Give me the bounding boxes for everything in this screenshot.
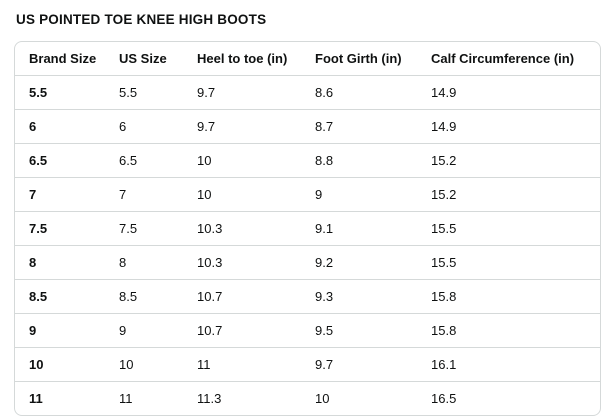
size-value-cell: 16.5 (431, 381, 600, 415)
size-value-cell: 9.5 (315, 313, 431, 348)
size-value-cell: 9.2 (315, 245, 431, 280)
size-value-cell: 9 (315, 177, 431, 212)
size-value-cell: 14.9 (431, 109, 600, 144)
brand-size-cell: 7 (15, 177, 119, 212)
size-value-cell: 9.7 (315, 347, 431, 382)
size-value-cell: 15.8 (431, 279, 600, 314)
size-chart-table-container: Brand Size US Size Heel to toe (in) Foot Gi… (14, 41, 601, 416)
size-value-cell: 10 (197, 177, 315, 212)
size-value-cell: 15.2 (431, 177, 600, 212)
brand-size-cell: 7.5 (15, 211, 119, 246)
table-row: 6.5 6.5 10 8.8 15.2 (15, 143, 600, 178)
brand-size-cell: 6 (15, 109, 119, 144)
size-value-cell: 9.7 (197, 75, 315, 110)
table-row: 8.5 8.5 10.7 9.3 15.8 (15, 279, 600, 314)
brand-size-cell: 8 (15, 245, 119, 280)
size-value-cell: 10.7 (197, 313, 315, 348)
size-value-cell: 6.5 (119, 143, 197, 178)
size-value-cell: 10.7 (197, 279, 315, 314)
table-row: 5.5 5.5 9.7 8.6 14.9 (15, 75, 600, 110)
size-value-cell: 14.9 (431, 75, 600, 110)
size-value-cell: 8.6 (315, 75, 431, 110)
size-value-cell: 11.3 (197, 381, 315, 415)
size-value-cell: 11 (119, 381, 197, 415)
column-header: Foot Girth (in) (315, 51, 402, 66)
table-header-row: Brand Size US Size Heel to toe (in) Foot Gi… (15, 42, 600, 76)
table-row: 6 6 9.7 8.7 14.9 (15, 109, 600, 144)
size-value-cell: 5.5 (119, 75, 197, 110)
table-row: 11 11 11.3 10 16.5 (15, 381, 600, 415)
brand-size-cell: 9 (15, 313, 119, 348)
page-title: US POINTED TOE KNEE HIGH BOOTS (16, 12, 267, 27)
size-value-cell: 8.7 (315, 109, 431, 144)
size-value-cell: 7.5 (119, 211, 197, 246)
column-header: Brand Size (29, 51, 97, 66)
table-row: 7 7 10 9 15.2 (15, 177, 600, 212)
size-value-cell: 10.3 (197, 245, 315, 280)
column-header: US Size (119, 51, 167, 66)
size-value-cell: 8 (119, 245, 197, 280)
brand-size-cell: 6.5 (15, 143, 119, 178)
column-header: Heel to toe (in) (197, 51, 288, 66)
size-value-cell: 9.3 (315, 279, 431, 314)
size-value-cell: 15.8 (431, 313, 600, 348)
size-value-cell: 9.7 (197, 109, 315, 144)
size-value-cell: 10 (119, 347, 197, 382)
size-value-cell: 15.5 (431, 211, 600, 246)
column-header: Calf Circumference (in) (431, 51, 575, 66)
size-value-cell: 6 (119, 109, 197, 144)
size-value-cell: 15.2 (431, 143, 600, 178)
brand-size-cell: 10 (15, 347, 119, 382)
size-value-cell: 10 (315, 381, 431, 415)
size-value-cell: 9.1 (315, 211, 431, 246)
size-value-cell: 10.3 (197, 211, 315, 246)
table-row: 9 9 10.7 9.5 15.8 (15, 313, 600, 348)
table-row: 7.5 7.5 10.3 9.1 15.5 (15, 211, 600, 246)
table-row: 8 8 10.3 9.2 15.5 (15, 245, 600, 280)
size-value-cell: 11 (197, 347, 315, 382)
table-row: 10 10 11 9.7 16.1 (15, 347, 600, 382)
brand-size-cell: 5.5 (15, 75, 119, 110)
size-value-cell: 8.5 (119, 279, 197, 314)
size-value-cell: 9 (119, 313, 197, 348)
size-value-cell: 7 (119, 177, 197, 212)
size-chart-table: Brand Size US Size Heel to toe (in) Foot Gi… (15, 42, 600, 415)
size-value-cell: 10 (197, 143, 315, 178)
brand-size-cell: 11 (15, 381, 119, 415)
size-value-cell: 16.1 (431, 347, 600, 382)
size-value-cell: 15.5 (431, 245, 600, 280)
brand-size-cell: 8.5 (15, 279, 119, 314)
table-body: 5.5 5.5 9.7 8.6 14.9 6 6 9.7 8.7 14.9 6.5 6.5 10 8.8 1… (15, 75, 600, 415)
size-value-cell: 8.8 (315, 143, 431, 178)
